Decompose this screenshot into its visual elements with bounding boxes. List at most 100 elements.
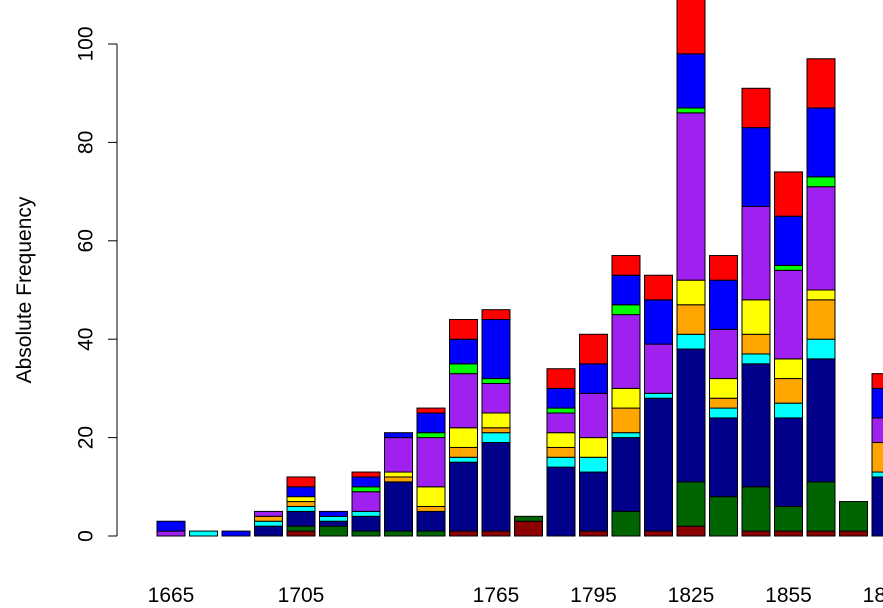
bar-segment-1795-9	[579, 333, 608, 365]
bar-segment-1795-0	[579, 530, 608, 537]
bar-segment-1805-2	[611, 437, 641, 512]
bar-segment-1785-9	[546, 368, 576, 389]
bar-segment-1765-0	[481, 530, 511, 537]
bar-segment-1735-8	[384, 432, 413, 439]
bar-segment-1865-6	[806, 186, 836, 291]
bar-segment-1785-6	[546, 412, 576, 434]
bar-segment-1825-6	[676, 112, 706, 281]
bar-segment-1725-2	[351, 515, 381, 532]
bar-segment-1725-7	[351, 486, 381, 493]
bar-segment-1705-2	[286, 510, 316, 527]
bar-segment-1705-8	[286, 486, 316, 498]
bar-segment-1845-3	[741, 353, 771, 365]
bar-segment-1845-6	[741, 205, 771, 301]
bars-layer	[156, 0, 883, 537]
x-tick-label-1855: 1855	[765, 584, 812, 607]
bar-segment-1785-8	[546, 387, 576, 409]
bar-segment-1855-5	[774, 358, 803, 380]
bar-segment-1885-6	[871, 417, 883, 444]
bar-segment-1805-5	[611, 387, 641, 409]
bar-segment-1885-9	[871, 373, 883, 389]
bar-segment-1865-2	[806, 358, 836, 483]
bar-segment-1855-1	[774, 505, 803, 532]
bar-segment-1755-2	[449, 461, 478, 532]
bar-segment-1665-8	[156, 520, 186, 532]
bar-1715	[319, 510, 348, 537]
bar-1885	[871, 373, 883, 537]
bar-segment-1765-7	[481, 378, 511, 384]
bar-segment-1805-8	[611, 274, 641, 306]
bar-1685	[221, 530, 251, 537]
bar-segment-1825-4	[676, 304, 706, 335]
y-tick-label-80: 80	[74, 131, 97, 154]
bar-segment-1755-4	[449, 446, 478, 458]
bar-1835	[709, 255, 738, 537]
bar-segment-1845-4	[741, 333, 771, 355]
bar-segment-1715-1	[319, 525, 348, 537]
bar-segment-1755-3	[449, 456, 478, 463]
bar-1735	[384, 432, 413, 537]
bar-segment-1835-8	[709, 279, 738, 330]
bar-segment-1805-7	[611, 304, 641, 316]
bar-segment-1735-1	[384, 530, 413, 537]
bar-segment-1805-1	[611, 510, 641, 537]
bar-segment-1855-7	[774, 264, 803, 271]
bar-segment-1885-8	[871, 387, 883, 419]
bar-1725	[351, 471, 381, 537]
bar-segment-1825-0	[676, 525, 706, 537]
bar-segment-1795-8	[579, 363, 608, 394]
bar-segment-1745-8	[416, 412, 446, 434]
bar-segment-1725-3	[351, 510, 381, 517]
bar-segment-1695-6	[254, 510, 283, 517]
bar-segment-1755-6	[449, 373, 478, 429]
bar-1705	[286, 476, 316, 537]
bar-segment-1855-0	[774, 530, 803, 537]
bar-segment-1835-2	[709, 417, 738, 498]
x-tick-label-1885: 1885	[863, 584, 883, 607]
y-tick-label-40: 40	[74, 328, 97, 351]
bar-segment-1705-0	[286, 530, 316, 537]
bar-segment-1765-9	[481, 309, 511, 321]
bar-segment-1795-2	[579, 471, 608, 532]
bar-segment-1855-4	[774, 378, 803, 404]
bar-segment-1835-9	[709, 255, 738, 281]
bar-segment-1745-6	[416, 437, 446, 488]
bar-segment-1825-8	[676, 53, 706, 109]
bar-1695	[254, 510, 283, 537]
bar-segment-1765-8	[481, 319, 511, 380]
bar-segment-1795-3	[579, 456, 608, 473]
bar-segment-1755-5	[449, 427, 478, 448]
bar-segment-1855-8	[774, 215, 803, 266]
bar-segment-1745-7	[416, 432, 446, 439]
bar-segment-1835-5	[709, 378, 738, 399]
bar-segment-1885-4	[871, 442, 883, 473]
bar-segment-1785-3	[546, 456, 576, 468]
bar-segment-1825-3	[676, 333, 706, 350]
bar-segment-1805-9	[611, 255, 641, 276]
bar-segment-1845-5	[741, 299, 771, 335]
bar-segment-1755-9	[449, 319, 478, 340]
bar-segment-1715-3	[319, 515, 348, 522]
bar-segment-1845-0	[741, 530, 771, 537]
bar-1755	[449, 319, 478, 537]
bar-segment-1825-1	[676, 481, 706, 527]
bar-segment-1715-2	[319, 520, 348, 527]
bar-segment-1675-3	[189, 530, 218, 537]
bar-segment-1815-3	[644, 392, 673, 399]
bar-segment-1765-5	[481, 412, 511, 429]
y-tick-label-60: 60	[74, 229, 97, 252]
bar-segment-1705-4	[286, 501, 316, 507]
bar-segment-1875-0	[839, 530, 868, 537]
x-tick-label-1765: 1765	[473, 584, 520, 607]
bar-segment-1855-2	[774, 417, 803, 507]
bar-segment-1825-9	[676, 0, 706, 55]
y-tick-label-100: 100	[74, 26, 97, 61]
bar-segment-1755-8	[449, 338, 478, 365]
x-tick-label-1705: 1705	[278, 584, 325, 607]
bar-segment-1805-4	[611, 407, 641, 434]
bar-segment-1885-3	[871, 471, 883, 478]
bar-1825	[676, 0, 706, 537]
bar-segment-1745-9	[416, 407, 446, 414]
bar-1785	[546, 368, 576, 537]
